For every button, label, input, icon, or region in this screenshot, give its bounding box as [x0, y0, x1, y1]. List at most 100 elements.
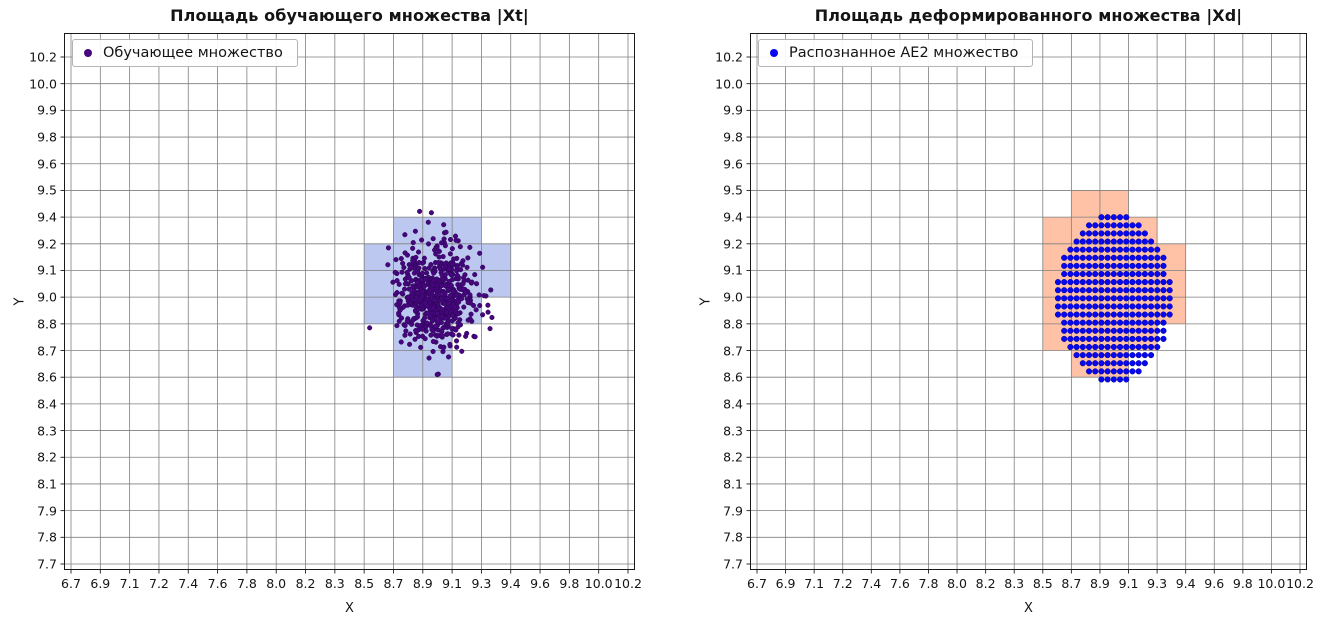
scatter-point: [1061, 311, 1068, 318]
x-tick-label: 7.4: [861, 576, 882, 591]
scatter-point: [1148, 279, 1155, 286]
x-tick-label: 7.4: [178, 576, 199, 591]
x-tick-label: 8.7: [1061, 576, 1082, 591]
shaded-cell: [364, 243, 394, 324]
scatter-point: [1067, 287, 1074, 294]
scatter-point: [1123, 343, 1130, 351]
scatter-point: [1079, 327, 1086, 334]
scatter-point: [1098, 311, 1105, 318]
scatter-point: [430, 282, 436, 288]
scatter-point: [474, 281, 480, 287]
scatter-point: [447, 341, 453, 347]
scatter-point: [1067, 335, 1074, 342]
scatter-point: [1098, 287, 1105, 294]
scatter-point: [1141, 262, 1148, 269]
x-tick-label: 8.0: [947, 576, 967, 591]
scatter-point: [1098, 222, 1105, 229]
scatter-point: [1116, 352, 1124, 359]
scatter-point: [1104, 303, 1111, 310]
x-tick-label: 7.1: [119, 576, 140, 591]
scatter-point: [410, 240, 416, 246]
scatter-point: [458, 267, 464, 273]
scatter-point: [424, 270, 430, 276]
scatter-point: [1104, 311, 1111, 318]
scatter-point: [1061, 254, 1068, 261]
right-legend-label: Распознанное АЕ2 множество: [789, 45, 1019, 61]
scatter-point: [434, 319, 440, 325]
scatter-point: [1141, 311, 1148, 318]
scatter-point: [1067, 343, 1074, 351]
scatter-point: [1123, 376, 1130, 383]
scatter-point: [1104, 376, 1111, 383]
scatter-point: [401, 264, 407, 271]
scatter-point: [1110, 246, 1117, 253]
scatter-point: [1160, 303, 1167, 310]
scatter-point: [1067, 279, 1074, 286]
scatter-point: [1104, 327, 1111, 334]
scatter-point: [423, 328, 429, 334]
scatter-point: [1098, 262, 1105, 269]
scatter-point: [457, 322, 464, 328]
scatter-point: [1129, 246, 1136, 253]
scatter-point: [1092, 327, 1099, 334]
scatter-point: [454, 272, 460, 278]
scatter-point: [463, 333, 469, 339]
scatter-point: [1098, 368, 1105, 375]
scatter-point: [1061, 270, 1068, 278]
scatter-point: [1085, 262, 1093, 269]
scatter-point: [367, 325, 373, 331]
scatter-point: [1085, 311, 1093, 318]
scatter-point: [1061, 319, 1068, 326]
scatter-point: [419, 270, 425, 276]
scatter-point: [439, 314, 445, 320]
scatter-point: [476, 292, 482, 298]
scatter-point: [1135, 254, 1142, 261]
y-tick-label: 9.0: [37, 289, 57, 305]
scatter-point: [1098, 319, 1105, 326]
scatter-point: [1092, 279, 1099, 286]
scatter-point: [416, 265, 422, 271]
scatter-point: [418, 344, 424, 350]
scatter-point: [1135, 246, 1142, 253]
scatter-point: [1079, 279, 1086, 286]
scatter-point: [1154, 303, 1161, 310]
y-tick-label: 7.9: [723, 503, 743, 519]
scatter-point: [432, 247, 438, 253]
scatter-point: [468, 311, 474, 317]
scatter-point: [1148, 343, 1155, 351]
scatter-point: [1073, 238, 1080, 245]
scatter-point: [1110, 327, 1117, 334]
scatter-point: [1110, 311, 1117, 318]
scatter-point: [418, 302, 424, 308]
left-plot-area: [60, 33, 635, 574]
scatter-point: [449, 246, 455, 252]
left-y-axis-label: Y: [12, 297, 28, 306]
scatter-point: [1110, 287, 1117, 294]
scatter-point: [1135, 360, 1142, 367]
scatter-point: [1061, 295, 1068, 302]
scatter-point: [1135, 343, 1142, 351]
scatter-point: [385, 245, 391, 251]
scatter-point: [436, 291, 442, 297]
scatter-point: [403, 328, 409, 334]
scatter-point: [408, 264, 414, 270]
scatter-point: [1123, 360, 1130, 367]
scatter-point: [1092, 311, 1099, 318]
axes-border: [64, 33, 635, 570]
scatter-point: [487, 326, 493, 332]
scatter-point: [1073, 311, 1080, 318]
scatter-point: [433, 324, 439, 330]
scatter-point: [1129, 360, 1136, 367]
scatter-point: [1067, 295, 1074, 302]
scatter-point: [463, 289, 469, 296]
x-tick-label: 7.8: [236, 576, 257, 591]
scatter-point: [430, 348, 436, 355]
scatter-point: [1067, 254, 1074, 261]
scatter-point: [446, 354, 452, 360]
y-tick-label: 9.9: [723, 102, 743, 118]
scatter-point: [454, 344, 460, 350]
scatter-point: [417, 323, 423, 329]
scatter-point: [456, 299, 462, 305]
scatter-point: [439, 283, 445, 289]
y-tick-label: 7.8: [723, 529, 743, 545]
